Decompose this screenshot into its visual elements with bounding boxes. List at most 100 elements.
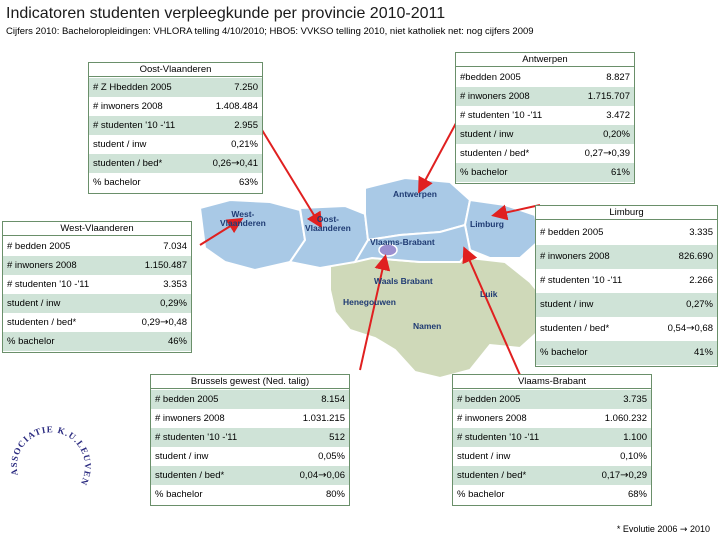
row-value: 1.715.707 [587, 91, 630, 102]
row-value: 0,05% [318, 451, 345, 462]
row-value: 1.150.487 [144, 260, 187, 271]
row-label: studenten / bed* [540, 323, 610, 334]
row-label: studenten / bed* [457, 470, 527, 481]
row-label: student / inw [155, 451, 209, 462]
row-value: 826.690 [678, 251, 713, 262]
map-label-west-vlaanderen: West- Vlaanderen [220, 209, 266, 228]
row-value: 0,10% [620, 451, 647, 462]
arrow-right-icon: → [603, 148, 612, 159]
row-value: 0,20% [603, 129, 630, 140]
row-value: 3.472 [606, 110, 630, 121]
row-value: 80% [325, 489, 345, 500]
map-label-oost-vlaanderen: Oost- Vlaanderen [305, 214, 351, 233]
table-row: studenten / bed* 0,04→0,06 [151, 466, 349, 485]
row-value: 46% [167, 336, 187, 347]
row-value: 1.031.215 [302, 413, 345, 424]
arrow-right-icon: → [679, 525, 688, 535]
row-label: % bachelor [155, 489, 203, 500]
row-label: studenten / bed* [460, 148, 530, 159]
row-label: # bedden 2005 [155, 394, 219, 405]
row-value: 63% [238, 177, 258, 188]
row-value: 0,29% [160, 298, 187, 309]
table-row: % bachelor 68% [453, 485, 651, 504]
panel-title: Antwerpen [456, 53, 634, 67]
table-row: # inwoners 2008 1.408.484 [89, 97, 262, 116]
row-value: 41% [693, 347, 713, 358]
table-row: student / inw 0,20% [456, 125, 634, 144]
panel-vlaams-brabant: Vlaams-Brabant # bedden 2005 3.735 # inwone… [452, 374, 652, 506]
row-label: student / inw [460, 129, 514, 140]
slide-title: Indicatoren studenten verpleegkunde per … [6, 5, 446, 22]
row-label: # studenten '10 -'11 [155, 432, 238, 443]
table-row: # inwoners 2008 1.031.215 [151, 409, 349, 428]
table-row: % bachelor 41% [536, 341, 717, 365]
row-value: 0,04→0,06 [299, 470, 345, 481]
panel-title: Vlaams-Brabant [453, 375, 651, 389]
map-label-vlaams-brabant: Vlaams-Brabant [370, 237, 435, 247]
row-label: % bachelor [457, 489, 505, 500]
row-label: % bachelor [540, 347, 588, 358]
row-label: student / inw [93, 139, 147, 150]
row-value: 7.034 [163, 241, 187, 252]
row-label: # Z Hbedden 2005 [93, 82, 172, 93]
table-row: # inwoners 2008 1.715.707 [456, 87, 634, 106]
panel-title: Oost-Vlaanderen [89, 63, 262, 77]
footnote: * Evolutie 2006 → 2010 [616, 524, 710, 535]
arrow-vlaams-brabant [462, 246, 521, 376]
table-row: # studenten '10 -'11 2.955 [89, 116, 262, 135]
row-value: 3.335 [689, 227, 713, 238]
table-row: student / inw 0,29% [3, 294, 191, 313]
row-value: 68% [627, 489, 647, 500]
row-value: 1.060.232 [604, 413, 647, 424]
row-label: % bachelor [93, 177, 141, 188]
row-label: # inwoners 2008 [93, 101, 163, 112]
panel-brussels: Brussels gewest (Ned. talig) # bedden 200… [150, 374, 350, 506]
row-value: 7.250 [234, 82, 258, 93]
table-row: #bedden 2005 8.827 [456, 68, 634, 87]
table-row: # studenten '10 -'11 3.353 [3, 275, 191, 294]
table-row: # bedden 2005 3.335 [536, 221, 717, 245]
arrow-right-icon: → [686, 323, 695, 334]
table-row: % bachelor 46% [3, 332, 191, 351]
table-row: % bachelor 80% [151, 485, 349, 504]
table-row: studenten / bed* 0,29→0,48 [3, 313, 191, 332]
slide-subtitle: Cijfers 2010: Bacheloropleidingen: VHLOR… [6, 26, 534, 37]
table-row: # inwoners 2008 826.690 [536, 245, 717, 269]
map-label-henegouwen: Henegouwen [343, 297, 396, 307]
table-row: studenten / bed* 0,26→0,41 [89, 154, 262, 173]
row-value: 0,21% [231, 139, 258, 150]
row-value: 512 [329, 432, 345, 443]
row-label: # bedden 2005 [457, 394, 521, 405]
row-value: 0,54→0,68 [667, 323, 713, 334]
row-label: studenten / bed* [93, 158, 163, 169]
row-label: # inwoners 2008 [155, 413, 225, 424]
row-label: # inwoners 2008 [460, 91, 530, 102]
row-label: # inwoners 2008 [457, 413, 527, 424]
row-value: 3.353 [163, 279, 187, 290]
row-label: student / inw [7, 298, 61, 309]
arrow-right-icon: → [318, 470, 327, 481]
region-limburg [463, 198, 542, 259]
row-value: 8.827 [606, 72, 630, 83]
row-label: # studenten '10 -'11 [93, 120, 176, 131]
table-row: % bachelor 61% [456, 163, 634, 182]
arrow-brussels [359, 254, 391, 371]
map-label-limburg: Limburg [470, 219, 504, 229]
arrow-limburg [491, 204, 541, 221]
row-value: 3.735 [623, 394, 647, 405]
row-value: 0,27% [686, 299, 713, 310]
map-label-waals-brabant: Waals Brabant [374, 276, 433, 286]
row-value: 8.154 [321, 394, 345, 405]
row-label: # inwoners 2008 [540, 251, 610, 262]
table-row: # bedden 2005 7.034 [3, 237, 191, 256]
row-label: # studenten '10 -'11 [7, 279, 90, 290]
map-label-antwerpen: Antwerpen [393, 189, 437, 199]
arrow-right-icon: → [620, 470, 629, 481]
table-row: % bachelor 63% [89, 173, 262, 192]
panel-title: Brussels gewest (Ned. talig) [151, 375, 349, 389]
map-label-luik: Luik [480, 289, 498, 299]
table-row: # studenten '10 -'11 1.100 [453, 428, 651, 447]
table-row: studenten / bed* 0,17→0,29 [453, 466, 651, 485]
row-value: 2.266 [689, 275, 713, 286]
